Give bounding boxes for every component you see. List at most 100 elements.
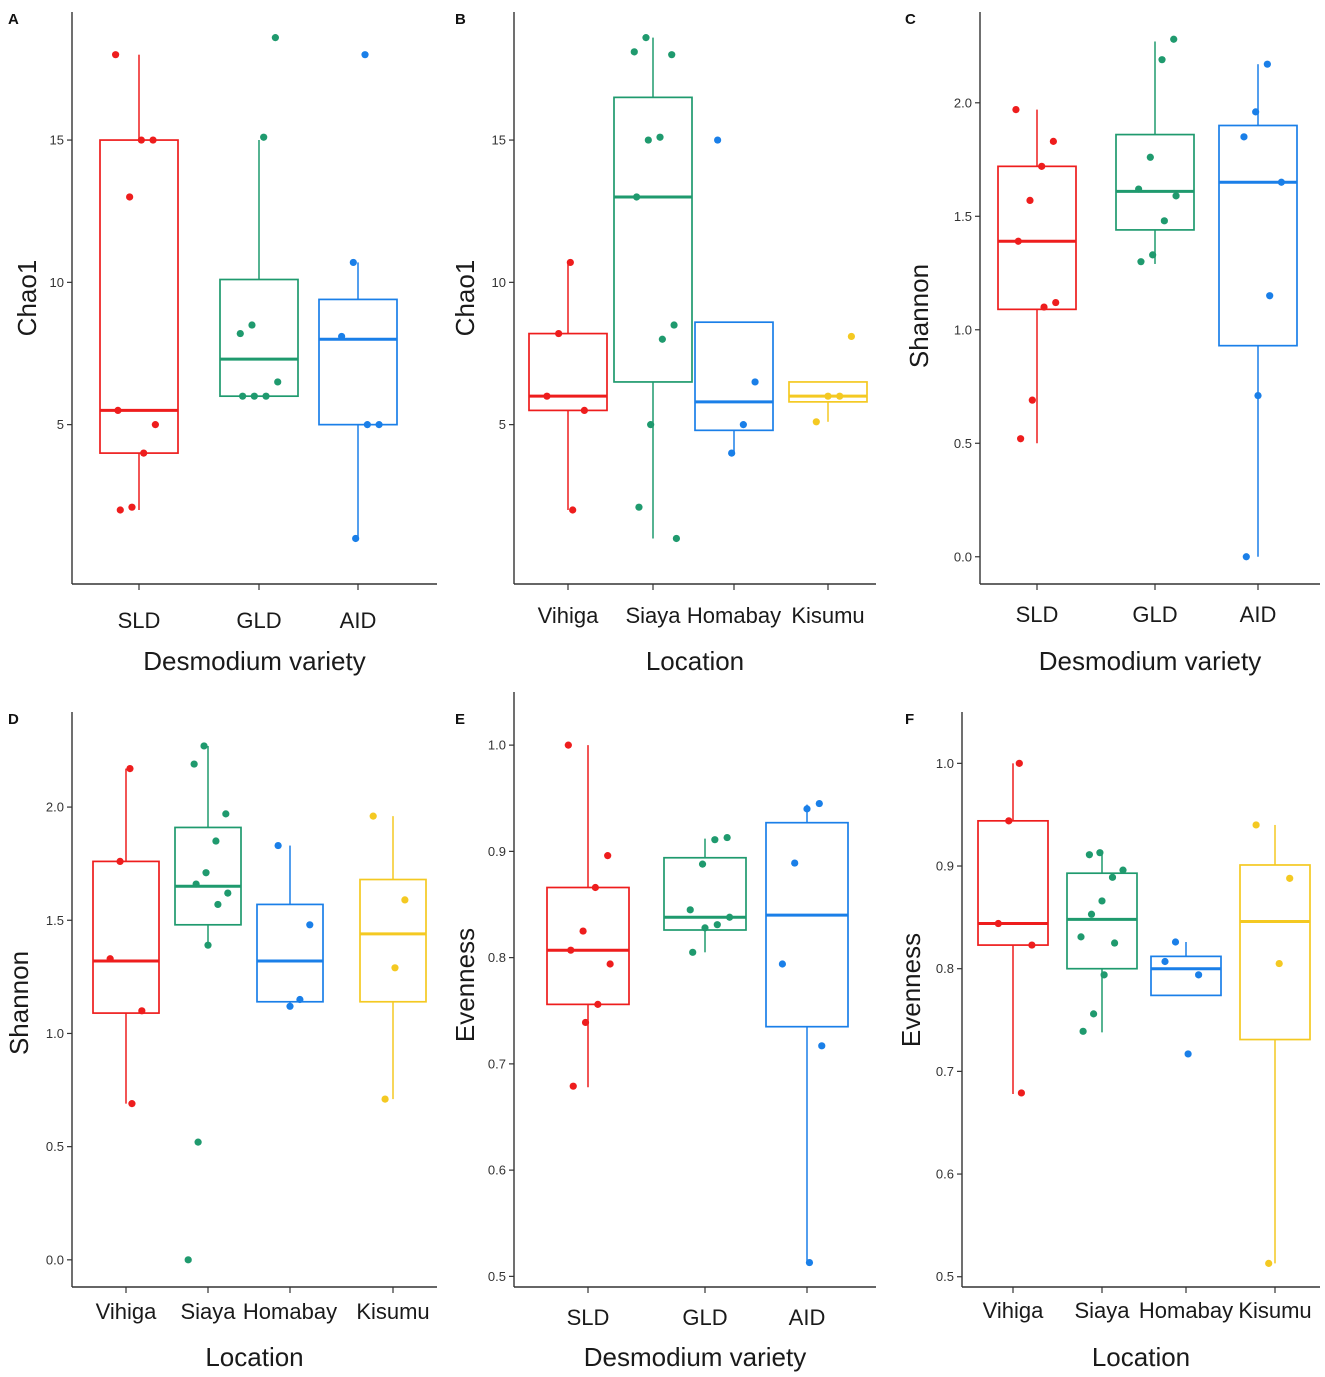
data-point <box>1252 108 1260 116</box>
data-point <box>569 506 577 514</box>
panel-letter: B <box>455 11 466 28</box>
data-point <box>338 332 346 341</box>
data-point <box>1026 196 1034 204</box>
iqr-box <box>92 860 160 1014</box>
y-tick-label: 1.0 <box>488 738 506 753</box>
iqr-box <box>1066 872 1138 970</box>
box-group-kisumu: Kisumu <box>1238 821 1312 1323</box>
box-group-gld: GLD <box>663 833 747 1330</box>
data-point <box>1254 392 1262 400</box>
box-group-sld: SLD <box>997 106 1077 627</box>
iqr-box <box>765 821 849 1028</box>
y-tick-label: 5 <box>57 417 64 432</box>
x-tick-label: GLD <box>682 1305 727 1330</box>
iqr-box <box>977 819 1049 946</box>
x-tick-label: Siaya <box>625 603 681 628</box>
data-point <box>149 136 157 144</box>
data-point <box>352 534 360 543</box>
data-point <box>1252 821 1260 829</box>
data-point <box>630 48 638 56</box>
y-tick-label: 0.5 <box>46 1139 64 1154</box>
box-group-sld: SLD <box>546 741 630 1330</box>
data-point <box>1265 1259 1273 1267</box>
data-point <box>1161 957 1169 966</box>
data-point <box>594 1000 602 1008</box>
y-tick-label: 0.7 <box>936 1064 954 1079</box>
y-tick-label: 1.5 <box>46 913 64 928</box>
data-point <box>204 941 212 949</box>
x-tick-label: AID <box>340 608 377 633</box>
data-point <box>128 1100 136 1108</box>
x-tick-label: Kisumu <box>356 1299 429 1324</box>
data-point <box>126 193 134 201</box>
data-point <box>642 34 650 42</box>
data-point <box>591 883 599 892</box>
iqr-box <box>997 165 1077 311</box>
data-point <box>1146 153 1154 161</box>
box-group-kisumu: Kisumu <box>788 332 868 628</box>
y-axis-title: Evenness <box>896 933 926 1047</box>
y-tick-label: 10 <box>492 275 506 290</box>
data-point <box>1172 192 1180 200</box>
y-axis-title: Chao1 <box>450 260 480 337</box>
data-point <box>635 503 643 511</box>
y-tick-label: 0.9 <box>488 844 506 859</box>
data-point <box>689 948 697 956</box>
panel-f: F 0.5 0.6 0.7 0.8 0.9 1.0 Evenness Location Vihig… <box>896 711 1320 1372</box>
data-point <box>791 859 799 867</box>
data-point <box>1090 1010 1098 1018</box>
panel-c: C 0.0 0.5 1.0 1.5 2.0 Shannon Desmodium variety… <box>904 11 1320 676</box>
data-point <box>128 503 136 511</box>
x-axis-title: Location <box>1092 1342 1190 1372</box>
x-tick-label: AID <box>789 1305 826 1330</box>
data-point <box>1017 1089 1025 1097</box>
data-point <box>114 406 122 415</box>
y-axis-title: Shannon <box>904 264 934 368</box>
data-point <box>381 1095 389 1103</box>
data-point <box>363 421 371 429</box>
data-point <box>1170 35 1178 43</box>
data-point <box>818 1042 826 1050</box>
iqr-box <box>359 878 427 1003</box>
data-point <box>1171 938 1180 946</box>
x-tick-label: Kisumu <box>791 603 864 628</box>
data-point <box>1028 396 1036 404</box>
panel-letter: C <box>905 11 916 28</box>
data-point <box>401 896 409 904</box>
x-tick-label: Siaya <box>1074 1298 1130 1323</box>
data-point <box>116 857 124 866</box>
iqr-box <box>528 332 608 412</box>
data-point <box>847 332 856 341</box>
data-point <box>239 392 247 400</box>
data-point <box>212 837 220 845</box>
data-point <box>812 418 820 426</box>
y-axis-title: Chao1 <box>12 260 42 337</box>
data-point <box>274 841 282 850</box>
x-axis-title: Location <box>646 646 744 676</box>
data-point <box>250 392 258 400</box>
data-point <box>286 1002 294 1010</box>
data-point <box>151 421 159 429</box>
panel-letter: F <box>905 711 914 728</box>
y-tick-label: 0.0 <box>46 1252 64 1267</box>
iqr-box <box>1218 124 1298 347</box>
data-point <box>1108 873 1117 881</box>
data-point <box>200 742 208 750</box>
data-point <box>728 449 736 457</box>
data-point <box>375 421 383 429</box>
box-group-gld: GLD <box>219 34 299 633</box>
data-point <box>668 51 676 59</box>
iqr-box <box>174 826 242 926</box>
box-group-siaya: Siaya <box>174 742 242 1324</box>
data-point <box>555 329 563 338</box>
data-point <box>222 810 230 818</box>
x-tick-label: SLD <box>567 1305 610 1330</box>
box-group-aid: AID <box>318 51 398 633</box>
panel-b: B 5 10 15 Chao1 Location Vihiga Siaya Homabay Kis… <box>450 11 876 676</box>
y-tick-label: 0.5 <box>488 1269 506 1284</box>
data-point <box>137 136 145 144</box>
x-axis-title: Location <box>205 1342 303 1372</box>
y-tick-label: 1.0 <box>936 756 954 771</box>
data-point <box>604 852 612 860</box>
x-tick-label: Vihiga <box>983 1298 1045 1323</box>
